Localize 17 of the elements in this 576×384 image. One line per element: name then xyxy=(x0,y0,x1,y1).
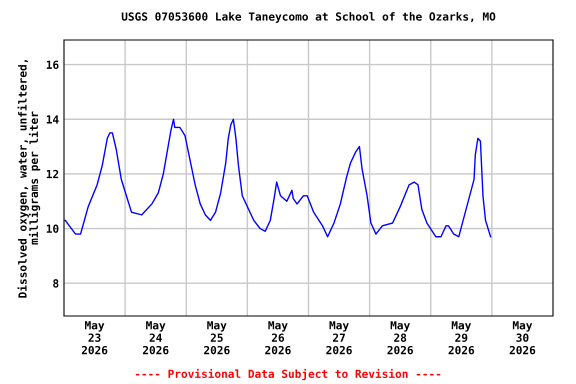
y-tick-label: 8 xyxy=(53,279,58,288)
x-tick-label: May 25 2026 xyxy=(204,321,230,354)
y-axis-title: Dissolved oxygen, water, unfiltered, milligrams per liter xyxy=(18,60,40,298)
x-tick-label: May 27 2026 xyxy=(326,321,352,354)
x-tick-label: May 29 2026 xyxy=(448,321,474,354)
x-tick-label: May 30 2026 xyxy=(510,321,536,354)
y-tick-label: 16 xyxy=(46,60,59,69)
chart-title: USGS 07053600 Lake Taneycomo at School of the Ozarks, MO xyxy=(122,12,496,23)
x-tick-label: May 28 2026 xyxy=(387,321,413,354)
y-tick-label: 12 xyxy=(46,170,58,178)
x-tick-label: May 26 2026 xyxy=(265,321,291,354)
x-tick-label: May 23 2026 xyxy=(82,321,108,354)
y-tick-label: 10 xyxy=(46,224,58,233)
line-series xyxy=(64,118,492,238)
text: ---- Provisional Data Subject to Revision ---- xyxy=(136,368,440,380)
x-tick-label: May 24 2026 xyxy=(142,321,168,354)
y-tick-label: 14 xyxy=(46,115,59,124)
